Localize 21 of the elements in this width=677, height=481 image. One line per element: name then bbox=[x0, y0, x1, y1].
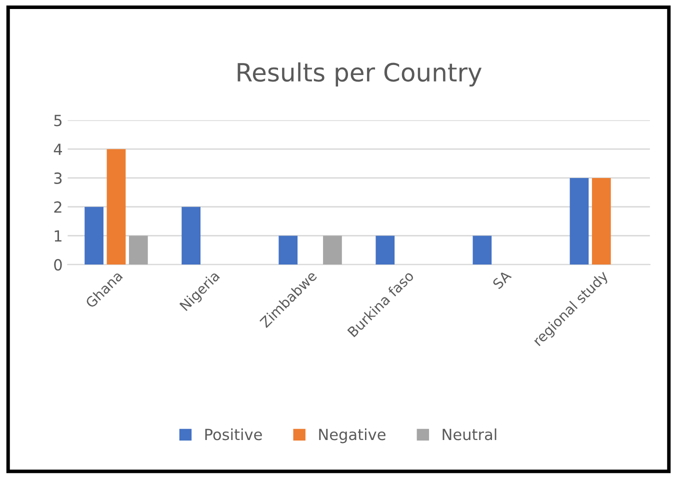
y-tick-label: 0 bbox=[54, 259, 62, 271]
chart-title: Results per Country bbox=[238, 62, 482, 87]
bar bbox=[106, 149, 126, 265]
bar bbox=[592, 178, 611, 265]
legend-label: Neutral bbox=[442, 428, 496, 440]
y-tick-label: 2 bbox=[54, 201, 62, 213]
y-tick-label: 5 bbox=[54, 114, 62, 126]
bar bbox=[570, 178, 589, 265]
bar bbox=[182, 206, 200, 265]
y-tick-label: 1 bbox=[54, 230, 62, 242]
y-tick-label: 4 bbox=[54, 144, 62, 155]
x-tick-label: SA bbox=[492, 270, 512, 290]
y-tick-label: 3 bbox=[54, 172, 62, 184]
bar bbox=[472, 236, 492, 265]
bar bbox=[376, 236, 395, 265]
legend-label: Positive bbox=[205, 428, 262, 440]
bar bbox=[84, 206, 104, 265]
bar bbox=[278, 236, 298, 265]
bar bbox=[323, 236, 342, 265]
bar bbox=[128, 236, 148, 265]
legend-label: Negative bbox=[319, 428, 386, 444]
